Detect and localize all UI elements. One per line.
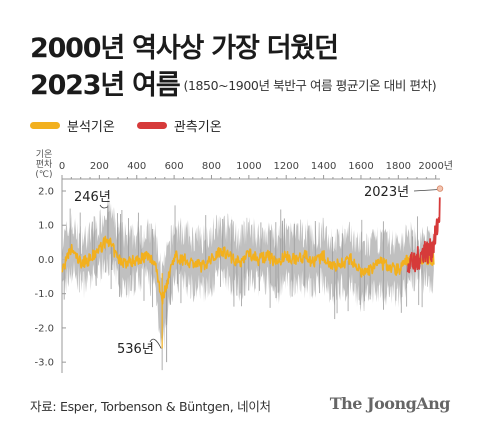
chart-title-line2: 2023년 여름 (1850~1900년 북반구 여름 평균기온 대비 편차): [30, 63, 437, 102]
y-tick-label: 1.0: [38, 221, 54, 232]
x-tick-label: 1800: [386, 161, 411, 172]
x-tick-label: 200: [90, 161, 109, 172]
legend-label-observed: 관측기온: [173, 120, 222, 135]
annotation-246-label: 246년: [74, 190, 111, 205]
legend-swatch-observed: [136, 122, 167, 129]
y-axis-label-line: 편차: [36, 158, 53, 170]
annotation-536-label: 536년: [117, 342, 154, 357]
x-axis: 0 200 400 600 800 1000 1200 1400 1600 1800 2000년: [59, 160, 453, 180]
y-tick-label: 0.0: [38, 255, 54, 266]
reconstructed-range-band: [62, 190, 434, 351]
annotations: 246년 536년 2023년: [74, 185, 444, 357]
legend-item-observed: 관측기온: [136, 116, 222, 135]
x-tick-label: 1400: [311, 161, 336, 172]
chart-subtitle: (1850~1900년 북반구 여름 평균기온 대비 편차): [183, 78, 437, 93]
x-tick-label: 800: [202, 161, 221, 172]
x-tick-label: 1600: [348, 161, 373, 172]
chart-title-year: 2023년 여름: [30, 70, 181, 101]
y-axis-label-line: (℃): [35, 170, 52, 180]
annotation-536-leader: [149, 338, 162, 349]
annotation-2023-leader: [413, 189, 438, 192]
x-tick-label: 600: [165, 161, 184, 172]
y-axis: 2.0 1.0 0.0 -1.0 -2.0 -3.0: [34, 179, 66, 373]
series-reconstructed-line: [61, 235, 435, 305]
x-tick-label: 0: [59, 161, 65, 172]
source-note: 자료: Esper, Torbenson & Büntgen, 네이처: [30, 399, 271, 414]
point-2023: [436, 185, 444, 192]
x-tick-label: 1200: [273, 161, 298, 172]
x-tick-label: 1000: [236, 161, 261, 172]
chart-legend: 분석기온 관측기온: [30, 116, 244, 135]
chart-title: 2000년 역사상 가장 더웠던: [30, 33, 339, 64]
x-tick-label: 400: [127, 161, 146, 172]
annotation-2023-label: 2023년: [364, 185, 409, 200]
annotation-246-leader: [99, 204, 109, 209]
legend-label-reconstructed: 분석기온: [67, 120, 115, 135]
series-observed-line: [406, 197, 441, 274]
legend-item-reconstructed: 분석기온: [30, 116, 115, 135]
y-tick-label: -3.0: [34, 358, 54, 369]
brand-logo: The JoongAng: [329, 394, 451, 413]
legend-swatch-reconstructed: [30, 122, 60, 129]
y-axis-label-line: 기온: [36, 149, 53, 160]
y-tick-label: -2.0: [34, 323, 54, 334]
x-tick-label: 2000년: [418, 160, 453, 172]
y-tick-label: -1.0: [34, 289, 54, 300]
y-tick-label: 2.0: [38, 187, 54, 198]
plot-area: [61, 190, 441, 371]
